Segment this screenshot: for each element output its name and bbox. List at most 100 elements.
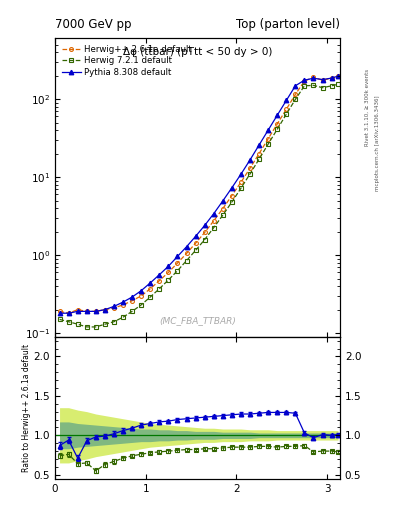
Pythia 8.308 default (175, 253, 180, 260)
Herwig++ 2.6.1a default (139, 293, 143, 299)
Herwig++ 2.6.1a default (121, 302, 125, 308)
Herwig++ 2.6.1a default (103, 307, 107, 313)
Pythia 8.308 default (248, 157, 252, 163)
Herwig 7.2.1 default (320, 84, 325, 91)
Pythia 8.308 default (66, 310, 71, 316)
Herwig 7.2.1 default (175, 268, 180, 274)
Pythia 8.308 default (257, 142, 261, 148)
Herwig++ 2.6.1a default (112, 305, 116, 311)
Pythia 8.308 default (103, 307, 107, 313)
Herwig++ 2.6.1a default (239, 179, 243, 185)
Text: 7000 GeV pp: 7000 GeV pp (55, 18, 132, 31)
Herwig++ 2.6.1a default (275, 121, 279, 127)
Herwig 7.2.1 default (311, 82, 316, 89)
Herwig 7.2.1 default (157, 286, 162, 292)
Herwig 7.2.1 default (329, 83, 334, 89)
Pythia 8.308 default (121, 299, 125, 305)
Herwig 7.2.1 default (211, 225, 216, 231)
Herwig++ 2.6.1a default (284, 106, 288, 112)
Pythia 8.308 default (94, 308, 98, 314)
Herwig 7.2.1 default (239, 185, 243, 191)
Herwig++ 2.6.1a default (57, 308, 62, 314)
Pythia 8.308 default (220, 198, 225, 204)
Herwig++ 2.6.1a default (293, 91, 298, 97)
Herwig 7.2.1 default (220, 212, 225, 218)
Herwig 7.2.1 default (257, 156, 261, 162)
Herwig++ 2.6.1a default (257, 151, 261, 157)
Y-axis label: Ratio to Herwig++ 2.6.1a default: Ratio to Herwig++ 2.6.1a default (22, 344, 31, 472)
Herwig++ 2.6.1a default (248, 165, 252, 172)
Pythia 8.308 default (275, 112, 279, 118)
Pythia 8.308 default (320, 76, 325, 82)
Pythia 8.308 default (311, 75, 316, 81)
Pythia 8.308 default (239, 171, 243, 177)
Text: Rivet 3.1.10, ≥ 300k events: Rivet 3.1.10, ≥ 300k events (365, 69, 370, 146)
Pythia 8.308 default (193, 233, 198, 240)
Herwig++ 2.6.1a default (302, 78, 307, 84)
Pythia 8.308 default (148, 280, 152, 286)
Herwig++ 2.6.1a default (94, 308, 98, 314)
Herwig 7.2.1 default (230, 199, 234, 205)
Herwig 7.2.1 default (103, 321, 107, 327)
Herwig++ 2.6.1a default (220, 205, 225, 211)
Herwig 7.2.1 default (139, 302, 143, 308)
Herwig 7.2.1 default (84, 324, 89, 330)
Herwig 7.2.1 default (75, 321, 80, 327)
Pythia 8.308 default (75, 308, 80, 314)
Herwig 7.2.1 default (166, 277, 171, 283)
Herwig 7.2.1 default (248, 171, 252, 177)
Text: Top (parton level): Top (parton level) (236, 18, 340, 31)
Line: Herwig++ 2.6.1a default: Herwig++ 2.6.1a default (58, 75, 340, 315)
Pythia 8.308 default (57, 310, 62, 316)
Pythia 8.308 default (130, 294, 134, 300)
Herwig 7.2.1 default (121, 314, 125, 321)
Pythia 8.308 default (202, 222, 207, 228)
Pythia 8.308 default (284, 97, 288, 103)
Line: Pythia 8.308 default: Pythia 8.308 default (57, 74, 340, 315)
Herwig++ 2.6.1a default (75, 307, 80, 313)
Herwig 7.2.1 default (148, 294, 152, 300)
Pythia 8.308 default (329, 75, 334, 81)
Pythia 8.308 default (139, 288, 143, 294)
Herwig++ 2.6.1a default (166, 269, 171, 275)
Herwig++ 2.6.1a default (320, 77, 325, 83)
Line: Herwig 7.2.1 default: Herwig 7.2.1 default (58, 82, 340, 329)
Herwig 7.2.1 default (66, 318, 71, 325)
Herwig 7.2.1 default (193, 247, 198, 253)
Herwig++ 2.6.1a default (193, 240, 198, 246)
Herwig++ 2.6.1a default (175, 260, 180, 266)
Herwig 7.2.1 default (266, 141, 270, 147)
Text: (MC_FBA_TTBAR): (MC_FBA_TTBAR) (159, 316, 236, 325)
Herwig++ 2.6.1a default (148, 286, 152, 292)
Pythia 8.308 default (166, 263, 171, 269)
Herwig++ 2.6.1a default (84, 308, 89, 314)
Herwig 7.2.1 default (112, 318, 116, 325)
Herwig 7.2.1 default (302, 83, 307, 89)
Herwig++ 2.6.1a default (311, 74, 316, 80)
Pythia 8.308 default (112, 303, 116, 309)
Herwig++ 2.6.1a default (230, 193, 234, 199)
Pythia 8.308 default (184, 244, 189, 250)
Pythia 8.308 default (293, 83, 298, 89)
Herwig++ 2.6.1a default (66, 310, 71, 316)
Herwig++ 2.6.1a default (336, 73, 340, 79)
Herwig 7.2.1 default (202, 237, 207, 243)
Pythia 8.308 default (230, 185, 234, 191)
Herwig 7.2.1 default (284, 111, 288, 117)
Herwig++ 2.6.1a default (157, 278, 162, 284)
Herwig++ 2.6.1a default (329, 75, 334, 81)
Text: mcplots.cern.ch [arXiv:1306.3436]: mcplots.cern.ch [arXiv:1306.3436] (375, 96, 380, 191)
Herwig++ 2.6.1a default (202, 229, 207, 236)
Herwig 7.2.1 default (184, 258, 189, 264)
Pythia 8.308 default (336, 73, 340, 79)
Herwig 7.2.1 default (94, 324, 98, 330)
Herwig++ 2.6.1a default (211, 218, 216, 224)
Herwig 7.2.1 default (293, 96, 298, 102)
Pythia 8.308 default (302, 77, 307, 83)
Text: Δφ (tt̅bar) (pTtt < 50 dy > 0): Δφ (tt̅bar) (pTtt < 50 dy > 0) (123, 47, 272, 57)
Herwig 7.2.1 default (57, 316, 62, 323)
Pythia 8.308 default (211, 210, 216, 217)
Pythia 8.308 default (157, 272, 162, 278)
Legend: Herwig++ 2.6.1a default, Herwig 7.2.1 default, Pythia 8.308 default: Herwig++ 2.6.1a default, Herwig 7.2.1 de… (59, 42, 195, 79)
Pythia 8.308 default (84, 308, 89, 314)
